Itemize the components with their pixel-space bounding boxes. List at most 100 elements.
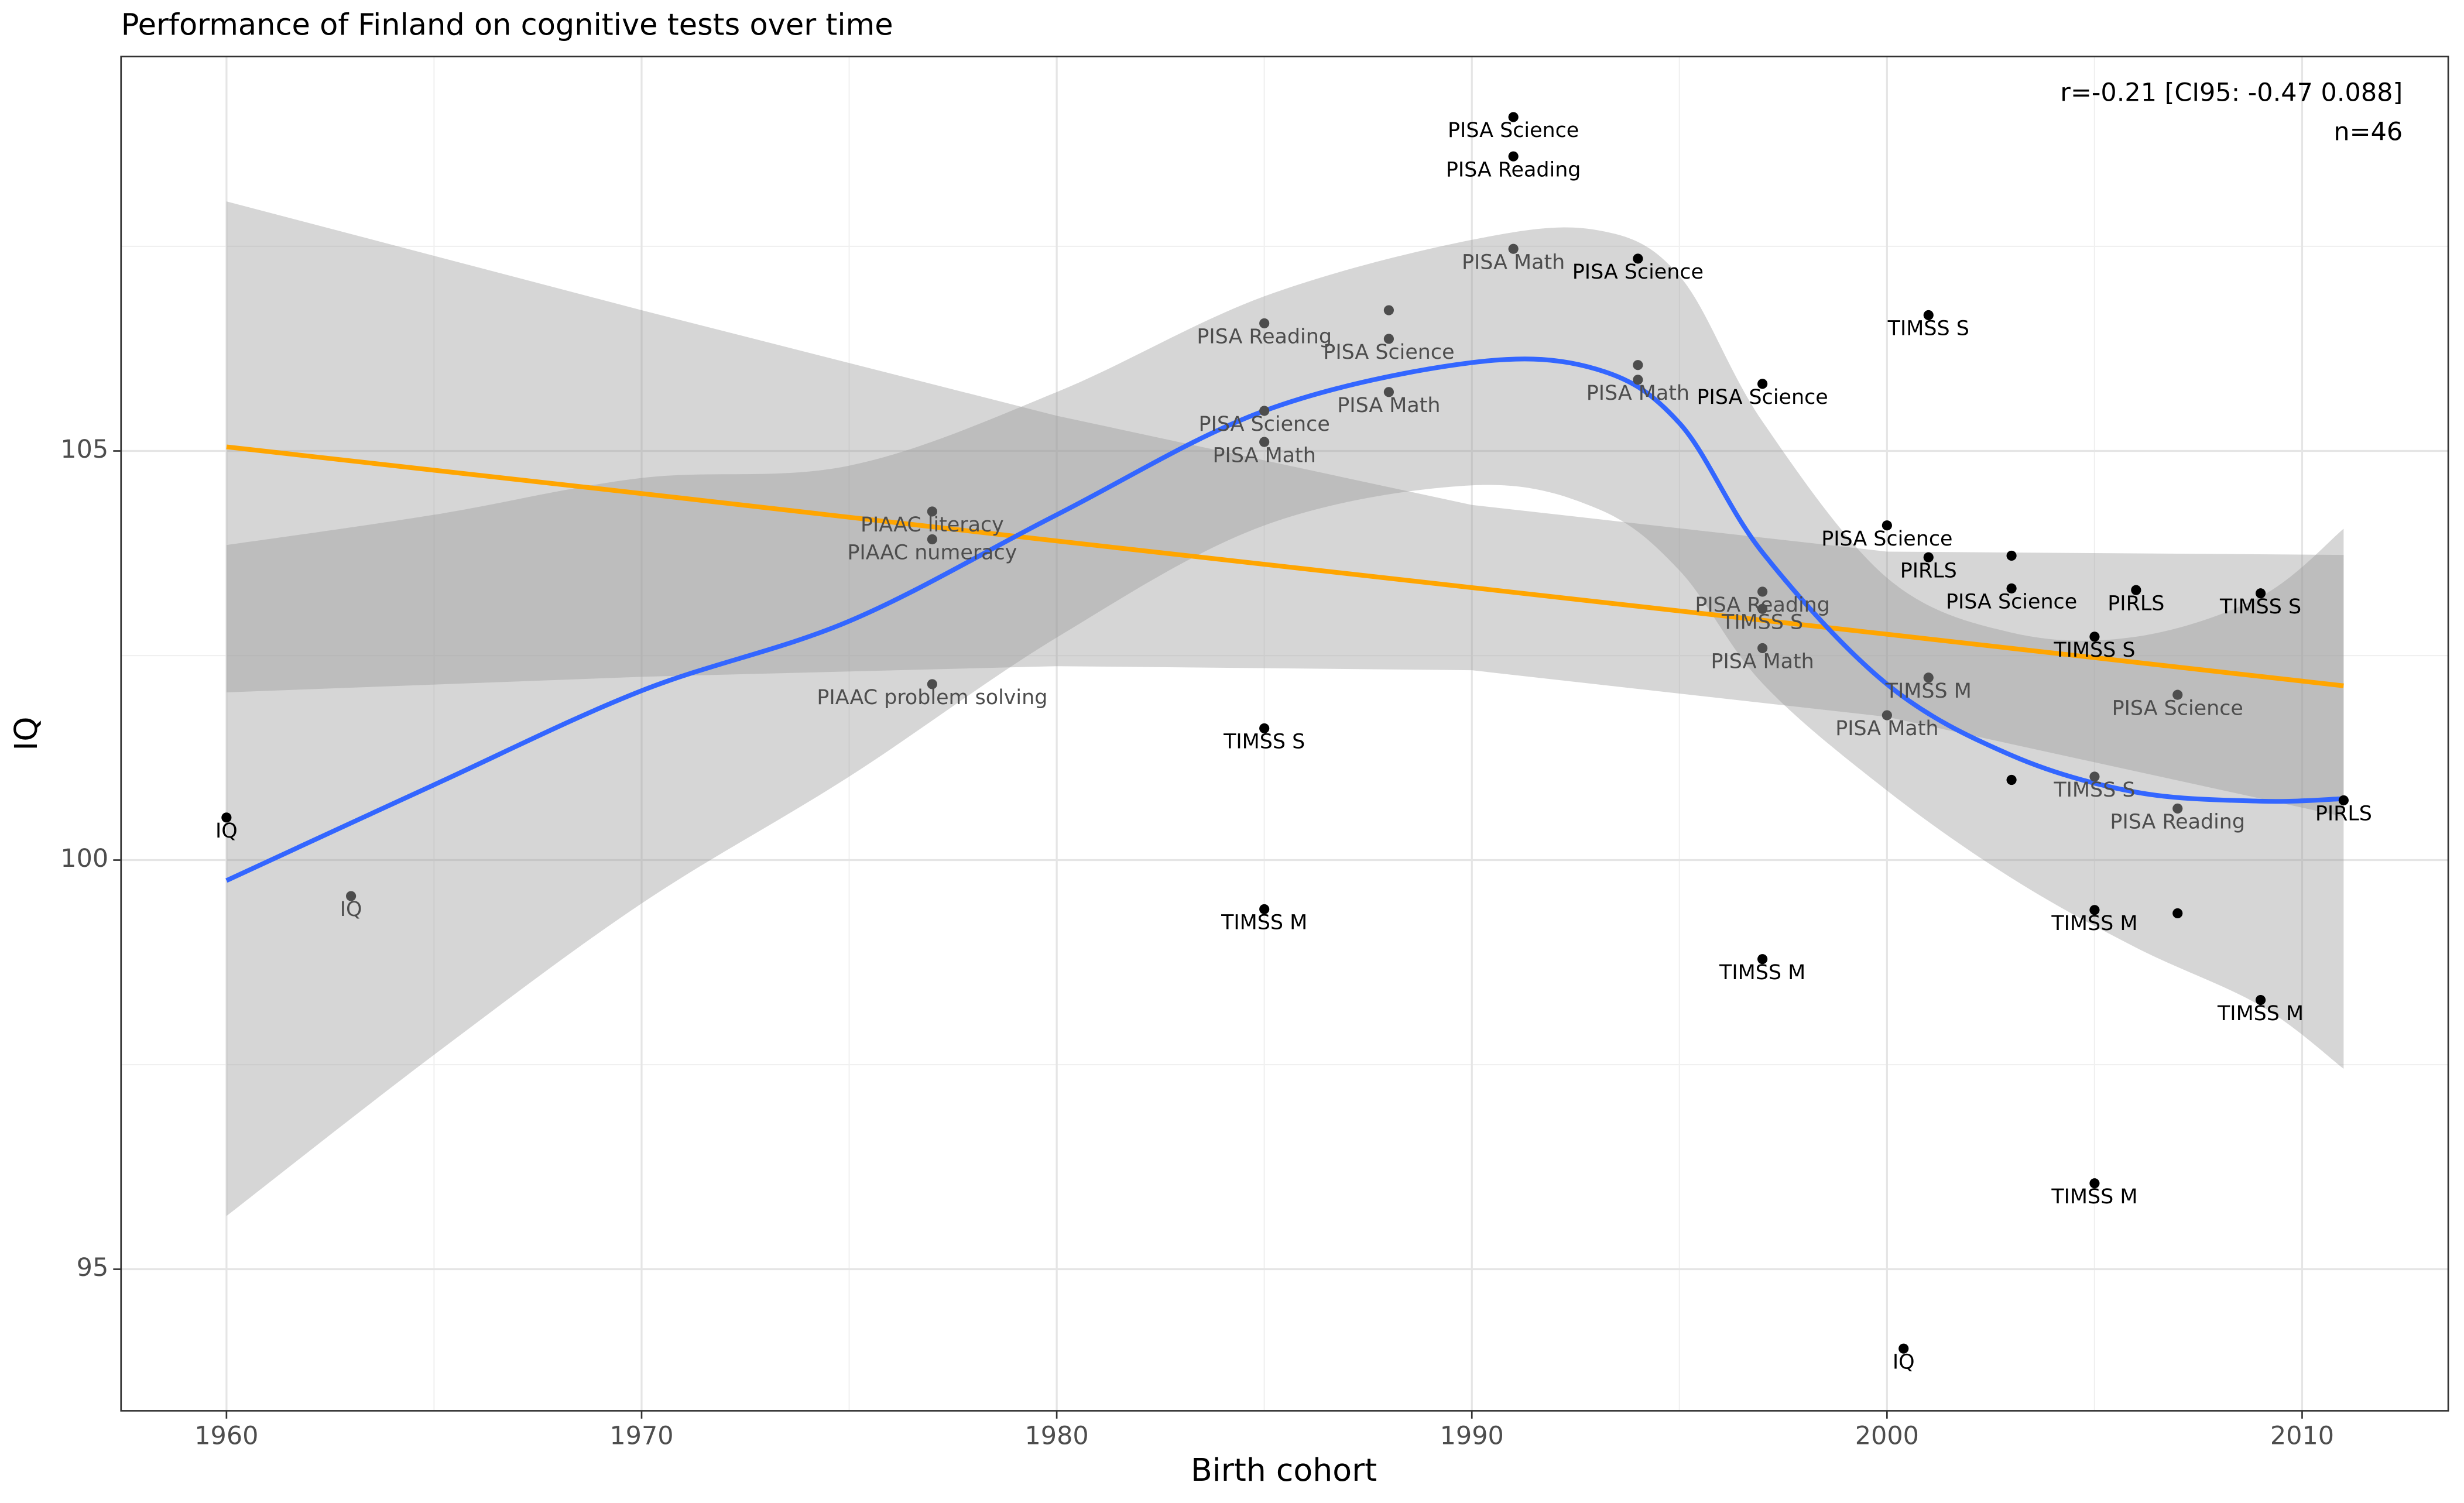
point — [2006, 774, 2017, 785]
point — [1923, 672, 1934, 683]
point-label: PISA Science — [1821, 527, 1952, 551]
annotation: n=46 — [2333, 118, 2403, 147]
point — [2131, 585, 2141, 595]
point — [1898, 1343, 1909, 1354]
point — [1259, 406, 1270, 416]
point — [1259, 904, 1270, 915]
point-label: TIMSS M — [1885, 680, 1972, 703]
point-label: PISA Science — [1697, 386, 1828, 409]
point — [2172, 908, 2183, 918]
point-label: PISA Math — [1213, 444, 1316, 467]
point-label: PIRLS — [2107, 592, 2164, 615]
point-label: TIMSS S — [1223, 730, 1305, 754]
point-label: PIRLS — [2315, 802, 2372, 826]
point — [1508, 151, 1519, 162]
point — [1633, 253, 1643, 264]
point — [927, 534, 937, 545]
point — [1757, 643, 1768, 654]
point-label: IQ — [215, 819, 238, 843]
y-tick-label: 105 — [60, 435, 108, 464]
point — [2006, 550, 2017, 561]
point-label: PISA Science — [1946, 591, 2077, 614]
point — [346, 891, 357, 901]
x-axis-label: Birth cohort — [1191, 1451, 1377, 1488]
point-label: TIMSS M — [1719, 961, 1805, 984]
point — [1508, 243, 1519, 254]
x-tick-label: 1970 — [609, 1422, 673, 1451]
point — [2006, 583, 2017, 593]
x-tick-label: 1990 — [1440, 1422, 1504, 1451]
point — [1383, 387, 1394, 397]
y-tick-label: 95 — [77, 1253, 109, 1282]
point-label: TIMSS S — [2219, 595, 2301, 619]
point-label: PIRLS — [1900, 559, 1957, 582]
point-label: PISA Science — [2112, 696, 2243, 720]
fit-line — [226, 444, 2344, 688]
point — [1923, 310, 1934, 321]
point-label: TIMSS S — [1887, 317, 1969, 341]
point-label: TIMSS M — [2217, 1002, 2304, 1025]
point — [2172, 803, 2183, 814]
point — [2255, 588, 2266, 599]
y-tick-label: 100 — [60, 844, 108, 873]
point-label: IQ — [1893, 1350, 1915, 1374]
fit-line — [225, 356, 2344, 883]
point — [1882, 520, 1892, 531]
point-label: PISA Math — [1462, 250, 1565, 274]
point-label: PISA Reading — [1446, 158, 1581, 181]
point — [2089, 905, 2100, 915]
annotation: r=-0.21 [CI95: -0.47 0.088] — [2060, 78, 2403, 108]
point — [1259, 723, 1270, 734]
point — [2089, 632, 2100, 642]
point — [1757, 603, 1768, 614]
point — [1882, 710, 1892, 720]
point — [1383, 305, 1394, 315]
point — [1259, 437, 1270, 447]
point-label: PIAAC numeracy — [847, 541, 1017, 565]
point-label: PISA Reading — [2110, 811, 2245, 834]
point — [927, 506, 937, 517]
point-label: PISA Science — [1572, 260, 1704, 284]
point — [1923, 552, 1934, 562]
point — [1757, 379, 1768, 389]
point-label: PIAAC problem solving — [817, 686, 1047, 709]
point-label: PISA Science — [1199, 413, 1330, 436]
x-tick-label: 2010 — [2270, 1422, 2334, 1451]
point-label: PISA Reading — [1197, 325, 1332, 349]
confidence-band — [226, 201, 2344, 817]
x-tick-label: 1980 — [1024, 1422, 1088, 1451]
point-label: PISA Science — [1448, 119, 1579, 142]
point-label: TIMSS M — [1221, 911, 1307, 935]
point-label: TIMSS S — [2053, 639, 2135, 662]
point — [1383, 334, 1394, 344]
point — [2255, 995, 2266, 1006]
point-label: PIAAC literacy — [861, 513, 1004, 537]
point-label: PISA Math — [1337, 394, 1440, 417]
point-label: PISA Math — [1586, 382, 1689, 405]
point — [2338, 795, 2349, 806]
point-label: IQ — [340, 898, 362, 921]
point-label: TIMSS M — [2051, 912, 2137, 935]
point — [1633, 375, 1643, 385]
point — [1633, 360, 1643, 370]
point-label: PISA Math — [1711, 650, 1814, 674]
point-label: PISA Math — [1835, 717, 1938, 740]
point — [1757, 954, 1768, 965]
x-tick-label: 2000 — [1855, 1422, 1919, 1451]
point — [927, 679, 937, 689]
point — [2089, 771, 2100, 782]
confidence-band — [226, 227, 2344, 1216]
point — [1508, 112, 1519, 122]
point-label: TIMSS M — [2051, 1185, 2137, 1209]
point — [2089, 1178, 2100, 1189]
point — [221, 812, 232, 823]
plot-border — [120, 56, 2449, 1412]
point — [2172, 689, 2183, 700]
point-label: PISA Science — [1323, 341, 1454, 364]
point — [1259, 318, 1270, 328]
point-label: TIMSS S — [1721, 610, 1803, 634]
y-axis-label: IQ — [8, 716, 44, 750]
x-tick-label: 1960 — [194, 1422, 258, 1451]
